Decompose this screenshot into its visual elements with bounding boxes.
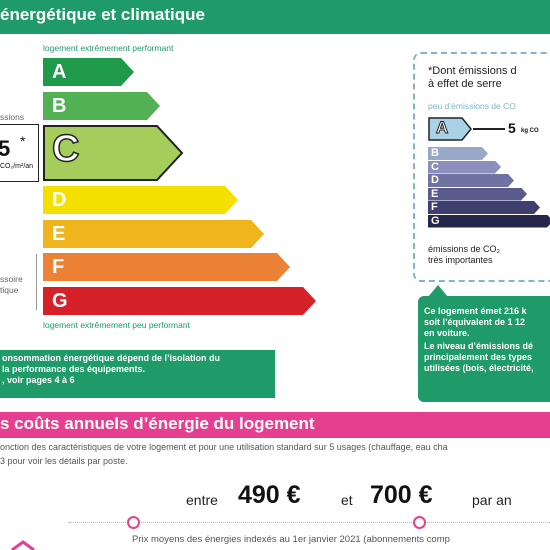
ghg-class-c-letter: C <box>431 160 439 173</box>
energy-header-title: énergétique et climatique <box>0 5 205 24</box>
cost-range-line <box>68 522 550 523</box>
energy-class-a-letter: A <box>52 61 67 83</box>
cost-range-marker-low <box>127 516 140 529</box>
ghg-class-e-bar: E <box>428 188 527 201</box>
info-box-consumption: onsommation énergétique dépend de l’isol… <box>0 350 275 398</box>
ghg-subtitle: peu d’émissions de CO <box>428 101 516 111</box>
info-right-line2: soit l’équivalent de 1 12 <box>424 317 526 327</box>
ghg-class-b-letter: B <box>431 147 439 159</box>
energy-class-f-arrow: F <box>43 253 291 281</box>
ghg-pointer-line <box>473 128 505 130</box>
ghg-current-class-box <box>428 117 472 141</box>
info-right-line4: Le niveau d’émissions dé <box>424 341 534 351</box>
cost-high: 700 € <box>370 481 433 509</box>
info-right-line6: utilisées (bois, électricité, <box>424 363 534 373</box>
ghg-current-value: 5 <box>508 120 516 136</box>
ghg-class-d-letter: D <box>431 174 439 186</box>
ghg-class-c-bar: C <box>428 161 501 174</box>
left-bracket-line <box>36 254 37 310</box>
ghg-class-b-bar: B <box>428 147 488 160</box>
info-left-line3: , voir pages 4 à 6 <box>2 375 75 385</box>
cost-range-marker-high <box>413 516 426 529</box>
ghg-class-d-bar: D <box>428 174 514 187</box>
ghg-class-f-letter: F <box>431 201 438 213</box>
current-class-letter: C <box>51 127 80 171</box>
info-right-line3: en voiture. <box>424 328 470 338</box>
current-rating-box <box>0 124 39 182</box>
ghg-title-line2: à effet de serre <box>428 78 502 90</box>
energy-header-bar <box>0 0 550 34</box>
energy-class-d-arrow: D <box>43 186 239 214</box>
cost-suffix: par an <box>472 492 512 508</box>
energy-class-d-letter: D <box>52 189 67 211</box>
costs-desc-line1: onction des caractéristiques de votre lo… <box>0 442 448 452</box>
energy-class-b-letter: B <box>52 95 67 117</box>
label-bottom-note: logement extrêmement peu performant <box>43 320 190 330</box>
costs-desc-line2: 3 pour voir les détails par poste. <box>0 456 128 466</box>
cost-low: 490 € <box>238 481 301 509</box>
ghg-class-g-bar: G <box>428 215 550 228</box>
energy-class-e-letter: E <box>52 223 66 245</box>
current-rating-value: 5 <box>0 136 11 161</box>
ghg-class-e-letter: E <box>431 187 439 200</box>
ghg-current-unit: kg CO <box>521 128 539 134</box>
ghg-class-f-bar: F <box>428 201 540 214</box>
costs-header-title: s coûts annuels d’énergie du logement <box>0 414 315 433</box>
info-right-line5: principalement des types <box>424 352 533 362</box>
left-label-accessoire: ssoire <box>0 274 23 284</box>
info-left-line1: onsommation énergétique dépend de l’isol… <box>2 353 221 363</box>
energy-class-a-arrow: A <box>43 58 135 86</box>
bottom-chevron-icon <box>11 540 35 550</box>
ghg-current-class-letter: A <box>435 118 449 138</box>
info-box-emissions: Ce logement émet 216 k soit l’équivalent… <box>418 296 550 402</box>
energy-class-g-letter: G <box>52 290 68 312</box>
costs-header-bar <box>0 412 550 438</box>
ghg-title-line1: *Dont émissions d <box>428 65 517 77</box>
energy-class-g-arrow: G <box>43 287 317 315</box>
left-label-tique: tique <box>0 285 19 295</box>
energy-class-f-letter: F <box>52 256 65 278</box>
info-right-line1: Ce logement émet 216 k <box>424 306 527 316</box>
info-right-pointer <box>428 285 448 297</box>
energy-class-b-arrow: B <box>43 92 161 120</box>
ghg-class-g-letter: G <box>431 214 440 227</box>
info-left-line2: la performance des équipements. <box>2 364 146 374</box>
label-top-note: logement extrêmement performant <box>43 43 174 53</box>
left-label-emissions: ssions <box>0 112 25 122</box>
ghg-bottom-line1: émissions de CO₂ <box>428 244 501 254</box>
energy-class-e-arrow: E <box>43 220 265 248</box>
current-rating-star: * <box>20 133 26 149</box>
ghg-bottom-line2: très importantes <box>428 255 493 265</box>
current-rating-unit: CO₂/m²/an <box>0 163 34 170</box>
cost-prefix: entre <box>186 492 218 508</box>
current-class-arrow <box>43 125 184 181</box>
cost-conj: et <box>341 492 353 508</box>
costs-footnote: Prix moyens des énergies indexés au 1er … <box>132 534 450 545</box>
